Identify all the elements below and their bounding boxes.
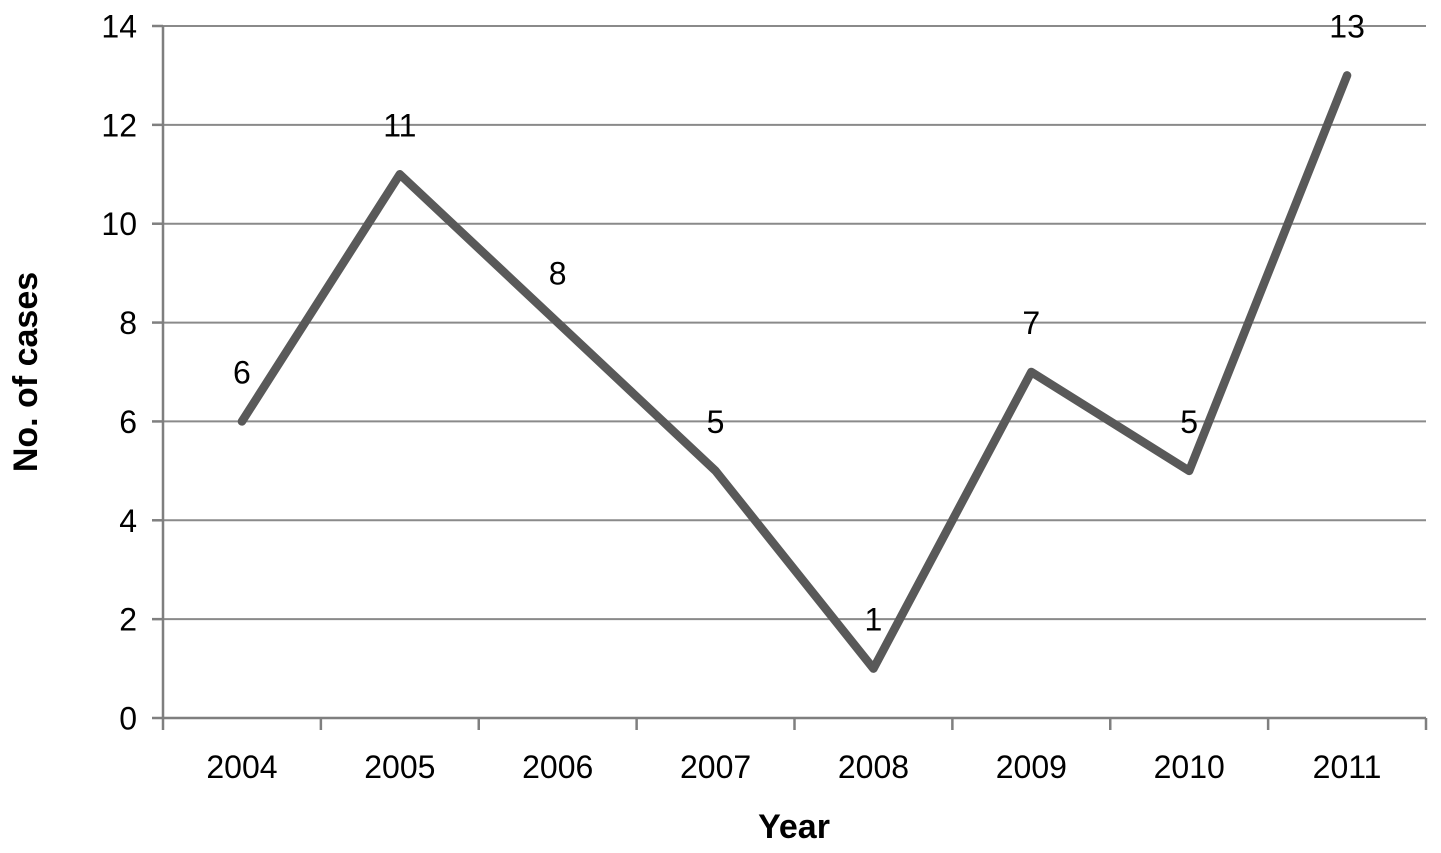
x-tick-label: 2008 — [838, 749, 909, 785]
x-tick-label: 2005 — [364, 749, 435, 785]
data-point-label: 5 — [707, 404, 725, 440]
gridlines — [163, 25, 1426, 621]
x-tick-label: 2010 — [1154, 749, 1225, 785]
y-tick-label: 4 — [119, 503, 137, 539]
x-tick-label: 2006 — [522, 749, 593, 785]
data-point-label: 8 — [549, 256, 567, 292]
y-tick-label: 10 — [101, 206, 137, 242]
y-tick-label: 8 — [119, 305, 137, 341]
y-axis: 0 2 4 6 8 10 12 14 — [101, 9, 165, 737]
x-tick-label: 2009 — [996, 749, 1067, 785]
series-line — [237, 71, 1352, 673]
data-labels: 6 11 8 5 1 7 5 13 — [233, 8, 1365, 637]
x-axis: 2004 2005 2006 2007 2008 2009 2010 2011 — [161, 716, 1428, 785]
y-tick-label: 6 — [119, 404, 137, 440]
data-point-label: 7 — [1022, 305, 1040, 341]
data-point-label: 13 — [1329, 8, 1365, 44]
x-tick-label: 2011 — [1313, 749, 1382, 785]
y-tick-label: 0 — [119, 701, 137, 737]
y-tick-label: 14 — [101, 9, 137, 45]
x-axis-title: Year — [758, 808, 830, 846]
x-tick-label: 2007 — [680, 749, 751, 785]
data-point-label: 6 — [233, 354, 251, 390]
x-tick-label: 2004 — [206, 749, 277, 785]
y-tick-label: 2 — [119, 602, 137, 638]
data-point-label: 5 — [1180, 404, 1198, 440]
data-point-label: 1 — [865, 602, 883, 638]
y-axis-title: No. of cases — [7, 271, 45, 473]
y-tick-label: 12 — [101, 107, 137, 143]
data-point-label: 11 — [383, 107, 416, 143]
